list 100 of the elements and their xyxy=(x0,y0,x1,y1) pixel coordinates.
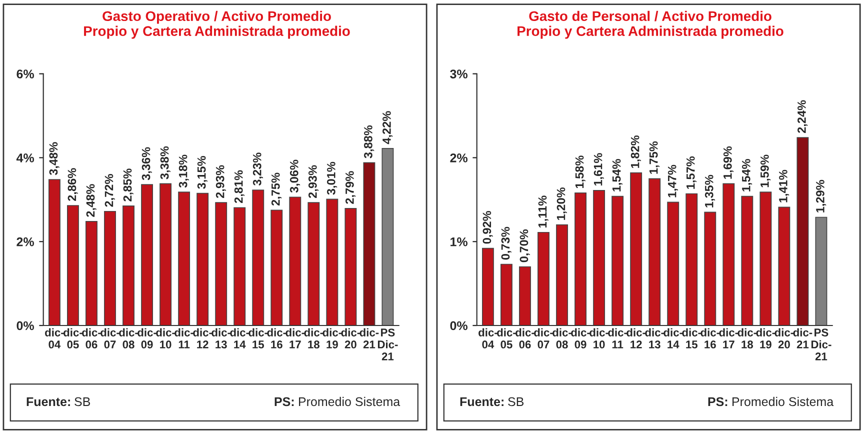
bar xyxy=(196,192,209,326)
x-tick-label: dic- 05 xyxy=(64,328,82,348)
bar xyxy=(796,137,809,326)
data-label: 4,22% xyxy=(382,111,393,144)
x-tick-label: dic- 16 xyxy=(700,328,720,348)
data-label: 3,36% xyxy=(142,147,152,180)
y-tick-label: 0% xyxy=(450,321,468,330)
data-label: 1,61% xyxy=(594,153,604,186)
data-label: 1,29% xyxy=(816,180,826,212)
y-tick-label: 3% xyxy=(450,70,468,78)
data-label: 0,92% xyxy=(482,210,493,244)
data-label: 2,85% xyxy=(123,168,134,202)
data-label: 2,93% xyxy=(308,165,319,198)
x-tick-label: dic- 20 xyxy=(774,328,794,348)
data-label: 1,59% xyxy=(760,154,771,188)
data-label: 3,38% xyxy=(160,146,170,180)
x-tick-label: dic- 06 xyxy=(82,328,101,348)
x-tick-label: dic- 19 xyxy=(756,328,776,348)
bar xyxy=(104,210,116,326)
data-label: 1,11% xyxy=(538,196,548,228)
data-label: 2,79% xyxy=(345,171,356,204)
bar xyxy=(815,216,828,326)
data-label: 3,15% xyxy=(197,156,208,189)
x-tick-label: dic- 10 xyxy=(156,328,175,348)
bar xyxy=(760,192,772,326)
bar xyxy=(519,266,531,326)
y-tick-label: 1% xyxy=(450,237,468,246)
bar xyxy=(612,196,624,326)
x-tick-label: dic- 09 xyxy=(571,328,590,348)
bar xyxy=(574,192,587,326)
bar xyxy=(270,210,283,326)
text: PS: Promedio Sistema xyxy=(274,396,400,406)
x-tick-label: dic- 08 xyxy=(119,328,138,348)
bar xyxy=(538,232,550,326)
bar xyxy=(308,202,320,326)
data-label: 3,23% xyxy=(252,152,263,186)
data-label: 2,72% xyxy=(104,174,115,207)
data-label: 1,58% xyxy=(575,156,586,188)
x-tick-label: dic- 04 xyxy=(478,328,498,348)
x-tick-label: dic- 05 xyxy=(497,328,516,348)
x-tick-label: dic- 18 xyxy=(738,328,757,348)
data-label: 1,35% xyxy=(704,174,716,208)
bar xyxy=(289,196,302,326)
data-label: 2,81% xyxy=(234,170,244,204)
x-tick-label: dic- 06 xyxy=(516,328,534,348)
bar xyxy=(482,248,494,326)
chart-title: Gasto Operativo / Activo Promedio Propio y Cartera Administrada promedio xyxy=(84,10,350,39)
bar xyxy=(778,206,790,326)
data-label: 1,57% xyxy=(686,156,696,189)
data-label: 3,48% xyxy=(49,142,60,176)
data-label: 3,06% xyxy=(290,160,300,193)
x-tick-label: dic- 07 xyxy=(534,328,553,348)
y-tick-label: 2% xyxy=(16,237,34,246)
bar xyxy=(141,184,154,326)
data-label: 2,24% xyxy=(798,100,808,133)
x-tick-label: dic- 07 xyxy=(100,328,120,348)
x-tick-label: dic- 19 xyxy=(322,328,342,348)
x-tick-label: dic- 13 xyxy=(645,328,664,348)
x-tick-label: dic- 21 xyxy=(360,328,379,348)
data-label: 1,54% xyxy=(612,158,622,192)
x-tick-label: dic- 17 xyxy=(719,328,738,348)
x-tick-label: dic- 17 xyxy=(286,328,305,348)
y-tick-label: 4% xyxy=(16,154,34,162)
x-tick-label: PS Dic- 21 xyxy=(378,328,398,360)
x-tick-label: dic- 12 xyxy=(193,328,212,348)
data-label: 1,75% xyxy=(649,141,660,174)
y-tick-label: 0% xyxy=(16,321,34,330)
x-tick-label: dic- 11 xyxy=(608,328,627,348)
data-label: 2,93% xyxy=(216,165,226,198)
x-tick-label: dic- 21 xyxy=(793,328,812,348)
data-label: 2,86% xyxy=(68,168,78,201)
x-tick-label: dic- 14 xyxy=(664,328,683,348)
x-tick-label: dic- 11 xyxy=(174,328,194,348)
text: PS: Promedio Sistema xyxy=(708,396,834,406)
bar xyxy=(556,224,568,326)
bar xyxy=(48,179,60,326)
bar xyxy=(630,172,642,326)
bar xyxy=(648,178,661,326)
bar xyxy=(252,190,264,326)
source-note: Fuente: SB xyxy=(26,397,90,406)
bar xyxy=(686,193,698,326)
bar xyxy=(122,206,134,326)
data-label: 1,41% xyxy=(779,170,790,202)
bar xyxy=(363,162,376,326)
x-tick-label: dic- 20 xyxy=(341,328,360,348)
source-note: Fuente: SB xyxy=(460,397,524,406)
y-tick-label: 2% xyxy=(450,153,468,162)
data-label: 0,73% xyxy=(501,226,512,260)
x-tick-label: dic- 13 xyxy=(212,328,231,348)
data-label: 0,70% xyxy=(520,229,530,262)
y-tick-label: 6% xyxy=(16,70,34,78)
x-tick-label: dic- 12 xyxy=(626,328,646,348)
bar xyxy=(178,192,190,326)
x-tick-label: dic- 15 xyxy=(248,328,268,348)
bar xyxy=(593,190,606,326)
bar xyxy=(741,196,754,326)
bar xyxy=(704,212,716,326)
bar xyxy=(500,264,512,326)
data-label: 1,47% xyxy=(668,164,678,198)
data-label: 1,54% xyxy=(742,158,752,192)
